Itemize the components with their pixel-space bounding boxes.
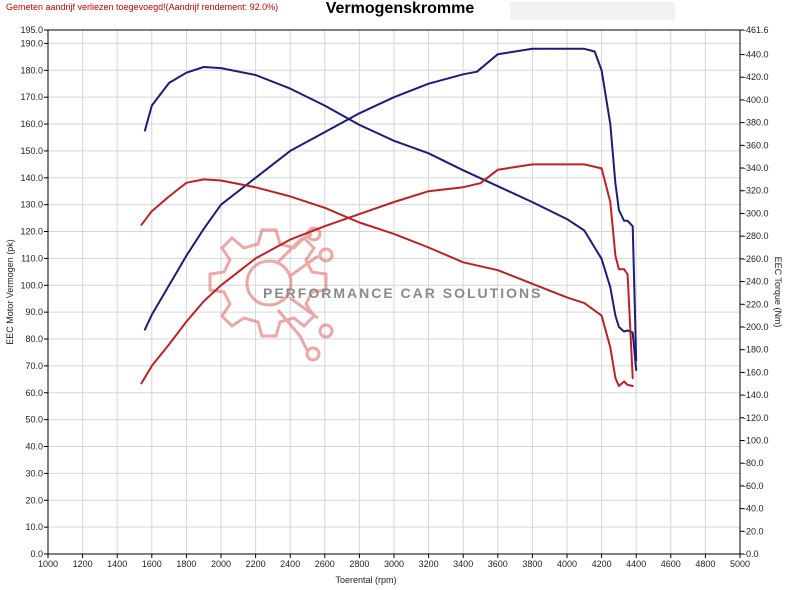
x-tick-label: 1600 (142, 559, 162, 569)
x-axis-label: Toerental (rpm) (335, 575, 396, 585)
y-left-tick-label: 0.0 (30, 549, 43, 559)
y-right-tick-label: -340.0 (743, 163, 769, 173)
x-tick-label: 3200 (419, 559, 439, 569)
y-right-tick-label: -280.0 (743, 231, 769, 241)
y-left-tick-label: 70.0 (25, 361, 43, 371)
series-line-1 (143, 47, 638, 362)
x-tick-label: 1200 (73, 559, 93, 569)
watermark-logo (208, 226, 334, 362)
y-right-tick-label: -240.0 (743, 277, 769, 287)
x-tick-label: 3000 (384, 559, 404, 569)
y-left-tick-label: 170.0 (20, 92, 43, 102)
y-right-tick-label: -400.0 (743, 95, 769, 105)
grid-horizontal (48, 29, 740, 555)
y-right-tick-label: -60.0 (743, 481, 764, 491)
watermark-text: PERFORMANCE CAR SOLUTIONS (263, 285, 542, 301)
drivetrain-loss-note: Gemeten aandrijf verliezen toegevoegd!(A… (6, 2, 279, 12)
y-left-tick-label: 40.0 (25, 442, 43, 452)
y-right-tick-label: -80.0 (743, 458, 764, 468)
y-left-axis-label: EEC Motor Vermogen (pk) (5, 239, 15, 345)
series-group (140, 47, 638, 387)
y-left-tick-label: 195.0 (20, 25, 43, 35)
x-axis-ticks: 1000 1200 1400 1600 1800 2000 2200 2400 2600 2800… (38, 554, 750, 569)
series-line-2 (143, 66, 638, 372)
y-right-tick-label: -300.0 (743, 208, 769, 218)
y-right-axis-label: EEC Torque (Nm) (773, 257, 783, 328)
x-tick-label: 2000 (211, 559, 231, 569)
x-tick-label: 2800 (349, 559, 369, 569)
y-left-tick-label: 10.0 (25, 522, 43, 532)
y-left-tick-label: 160.0 (20, 119, 43, 129)
y-left-tick-label: 90.0 (25, 307, 43, 317)
y-right-tick-label: -360.0 (743, 140, 769, 150)
y-right-tick-label: -320.0 (743, 186, 769, 196)
y-left-tick-label: 140.0 (20, 173, 43, 183)
x-tick-label: 4800 (695, 559, 715, 569)
y-right-tick-label: -40.0 (743, 504, 764, 514)
x-tick-label: 1400 (107, 559, 127, 569)
x-tick-label: 3600 (488, 559, 508, 569)
y-right-tick-label: -260.0 (743, 254, 769, 264)
x-tick-label: 3800 (522, 559, 542, 569)
y-right-tick-label: -440.0 (743, 50, 769, 60)
series-line-3 (140, 163, 634, 385)
page-title: Vermogenskromme (325, 0, 475, 17)
y-left-tick-label: 180.0 (20, 65, 43, 75)
series-line-4 (140, 178, 634, 387)
y-left-tick-label: 150.0 (20, 146, 43, 156)
x-tick-label: 2400 (280, 559, 300, 569)
grid-vertical (47, 30, 741, 554)
y-left-axis-ticks: 0.0 10.0 20.0 30.0 40.0 50.0 60.0 70.0 80.0 90.0 1… (20, 25, 48, 559)
y-right-tick-label: -140.0 (743, 390, 769, 400)
x-tick-label: 4600 (661, 559, 681, 569)
y-left-tick-label: 120.0 (20, 227, 43, 237)
y-right-tick-label: -220.0 (743, 299, 769, 309)
x-tick-label: 4400 (626, 559, 646, 569)
y-right-tick-label: -380.0 (743, 118, 769, 128)
y-left-tick-label: 50.0 (25, 415, 43, 425)
x-tick-label: 2200 (246, 559, 266, 569)
y-right-axis-ticks: -0.0 -20.0 -40.0 -60.0 -80.0 -100.0 -120.0 -140… (740, 25, 769, 559)
y-left-tick-label: 190.0 (20, 38, 43, 48)
header-box (510, 2, 675, 20)
y-right-tick-label: -200.0 (743, 322, 769, 332)
y-right-tick-label: -20.0 (743, 526, 764, 536)
y-right-tick-label: -180.0 (743, 345, 769, 355)
y-right-tick-label: -0.0 (743, 549, 759, 559)
y-left-tick-label: 20.0 (25, 495, 43, 505)
y-left-tick-label: 60.0 (25, 388, 43, 398)
x-tick-label: 1800 (176, 559, 196, 569)
x-tick-label: 4000 (557, 559, 577, 569)
x-tick-label: 3400 (453, 559, 473, 569)
y-right-tick-label: -120.0 (743, 413, 769, 423)
y-left-tick-label: 110.0 (21, 253, 43, 263)
y-right-tick-label: -420.0 (743, 72, 769, 82)
x-tick-label: 4200 (592, 559, 612, 569)
watermark-gear-icon (208, 226, 334, 362)
y-right-tick-label: -100.0 (743, 435, 769, 445)
y-right-tick-label: -160.0 (743, 367, 769, 377)
y-left-tick-label: 30.0 (25, 468, 43, 478)
x-tick-label: 5000 (730, 559, 750, 569)
y-left-tick-label: 130.0 (20, 200, 43, 210)
x-tick-label: 2600 (315, 559, 335, 569)
y-right-tick-label: -461.6 (743, 25, 769, 35)
y-left-tick-label: 100.0 (20, 280, 43, 290)
y-left-tick-label: 80.0 (25, 334, 43, 344)
x-tick-label: 1000 (38, 559, 58, 569)
